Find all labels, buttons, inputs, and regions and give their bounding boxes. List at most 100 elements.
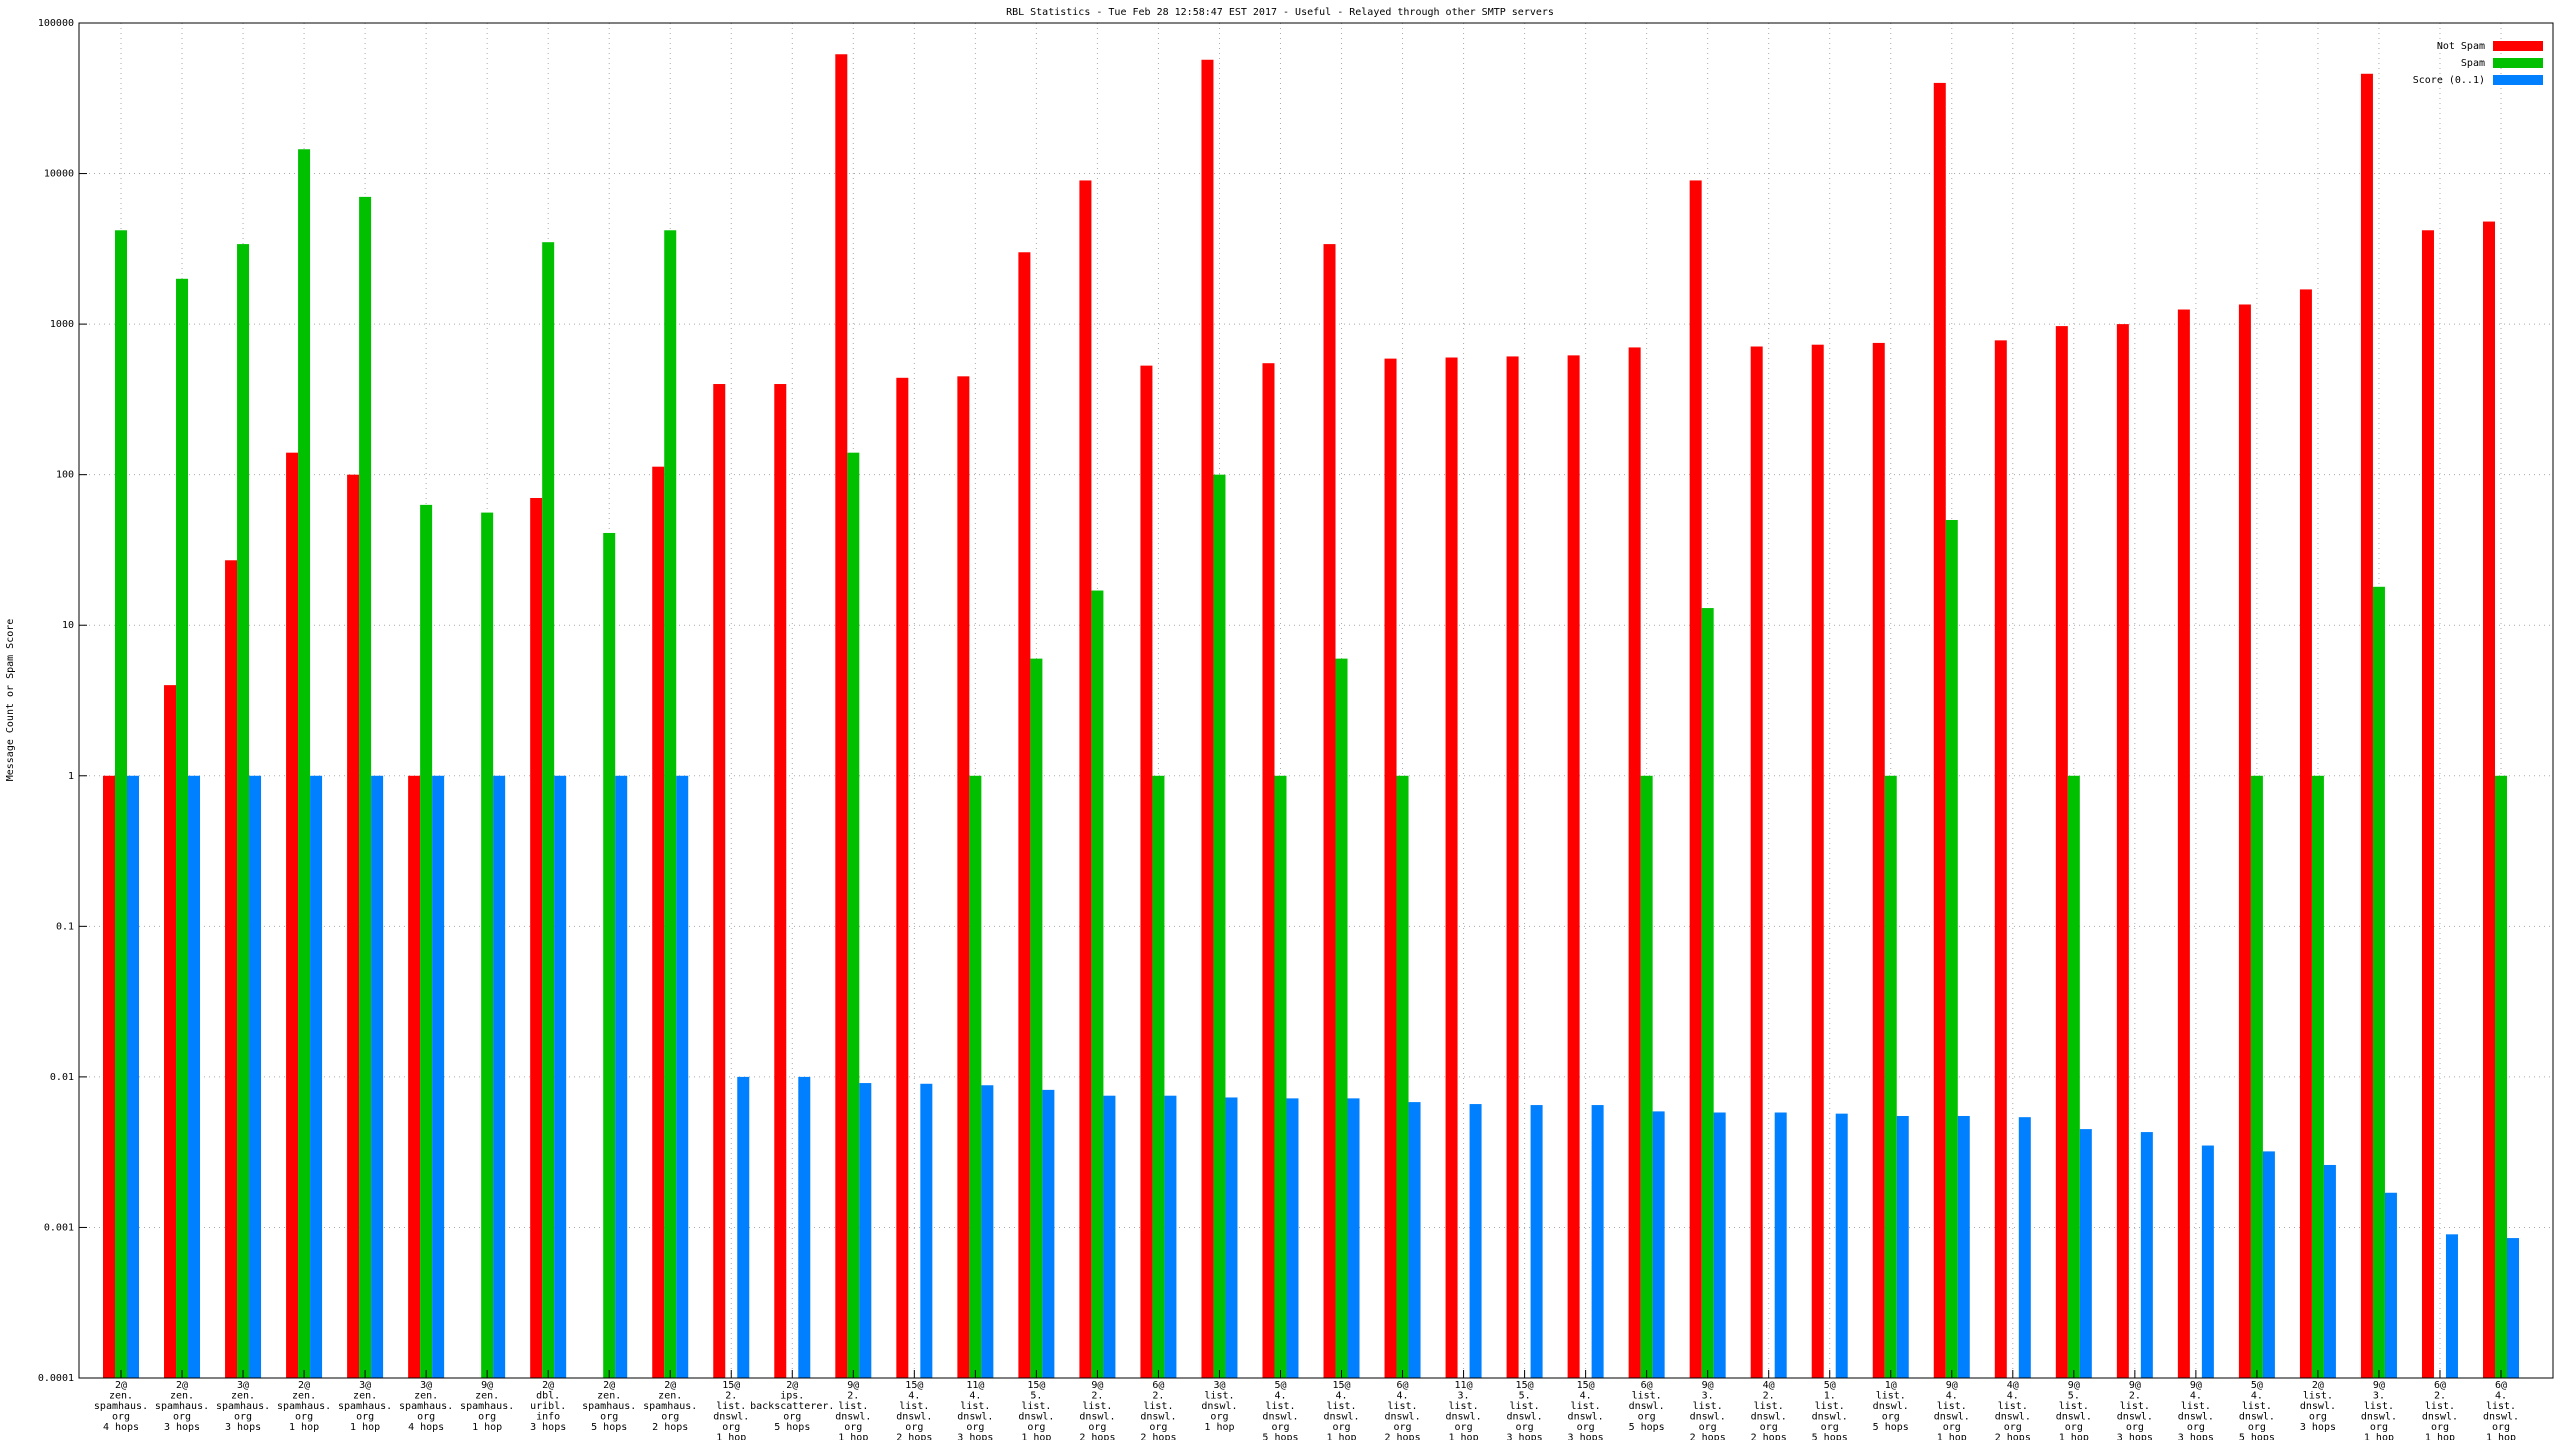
bar — [664, 230, 677, 1378]
y-tick-label: 100000 — [38, 18, 74, 29]
x-tick-label-line: 1 hop — [2425, 1433, 2455, 1441]
bar — [432, 775, 445, 1378]
x-tick-label: 9@ zen. spamhaus. org 1 hop — [460, 1380, 514, 1433]
x-tick-label-line: 9@ — [2068, 1380, 2080, 1391]
x-tick-label-line: 4. — [2190, 1391, 2202, 1402]
bar — [798, 1076, 811, 1378]
y-tick-label: 0.1 — [56, 921, 74, 932]
x-tick-label-line: org — [356, 1412, 374, 1423]
bar — [676, 775, 689, 1378]
y-tick-label: 0.001 — [44, 1222, 74, 1233]
bar — [2483, 221, 2495, 1378]
bar — [2055, 326, 2068, 1379]
bar — [371, 775, 384, 1378]
x-tick-label-line: 9@ — [2373, 1380, 2385, 1391]
x-tick-label-line: info — [536, 1412, 560, 1423]
x-tick-label: 2@ dbl. uribl. info 3 hops — [530, 1380, 566, 1433]
x-tick-label: 6@ 2. list. dnswl. org 1 hop — [2422, 1380, 2458, 1440]
x-tick-label-line: 3 hops — [2178, 1433, 2214, 1441]
x-tick-label-line: 2. — [725, 1391, 737, 1402]
bar — [1323, 244, 1336, 1379]
bar — [2177, 309, 2190, 1379]
bar — [1079, 180, 1092, 1379]
x-tick-label-line: org — [1577, 1422, 1595, 1433]
x-tick-label-line: list. — [838, 1401, 868, 1412]
bar — [115, 230, 127, 1378]
bar — [188, 775, 201, 1378]
bar — [1835, 1113, 1848, 1378]
x-tick-label-line: dnswl. — [1812, 1412, 1848, 1423]
bar — [249, 775, 262, 1378]
x-tick-label-line: 2 hops — [1995, 1433, 2031, 1441]
bar — [1225, 1097, 1238, 1378]
bar — [1042, 1089, 1055, 1378]
x-tick-label-line: org — [1760, 1422, 1778, 1433]
bar — [1347, 1098, 1360, 1378]
x-tick-label-line: 1 hop — [472, 1422, 502, 1433]
x-tick-label-line: dnswl. — [957, 1412, 993, 1423]
bar — [1164, 1095, 1177, 1378]
x-tick-label-line: 3. — [1702, 1391, 1714, 1402]
bar — [1152, 775, 1165, 1378]
x-tick-label-line: org — [1455, 1422, 1473, 1433]
bar — [1506, 356, 1519, 1378]
x-tick-label-line: 1 hop — [716, 1433, 746, 1441]
x-tick-label-line: org — [2004, 1422, 2022, 1433]
x-tick-label-line: list. — [1021, 1401, 1051, 1412]
x-tick-label-line: dbl. — [536, 1391, 560, 1402]
x-tick-label-line: list. — [1571, 1401, 1601, 1412]
x-tick-label-line: 5@ — [1824, 1380, 1836, 1391]
x-tick-label-line: 5. — [1030, 1391, 1042, 1402]
x-tick-label-line: org — [1332, 1422, 1350, 1433]
bar — [2079, 1129, 2092, 1378]
x-tick-label-line: 4@ — [2007, 1380, 2019, 1391]
x-tick-label-line: 2 hops — [896, 1433, 932, 1441]
bar — [1689, 180, 1702, 1379]
x-tick-label-line: 2. — [1152, 1391, 1164, 1402]
x-tick-label: 1@ list. dnswl. org 5 hops — [1873, 1380, 1909, 1433]
x-tick-label-line: org — [478, 1412, 496, 1423]
x-tick-label-line: 15@ — [1332, 1380, 1350, 1391]
x-tick-label-line: list. — [1082, 1401, 1112, 1412]
y-tick-label: 1 — [68, 771, 74, 782]
x-tick-label-line: 4. — [969, 1391, 981, 1402]
x-tick-label-line: backscatterer. — [750, 1401, 834, 1412]
x-tick-label-line: list. — [2425, 1401, 2455, 1412]
x-tick-label-line: 3@ — [420, 1380, 432, 1391]
x-tick-label-line: 2. — [2129, 1391, 2141, 1402]
x-tick-label-line: 2. — [1763, 1391, 1775, 1402]
legend-label: Spam — [2461, 58, 2485, 69]
bar — [2067, 775, 2080, 1378]
x-tick-label-line: 2 hops — [1690, 1433, 1726, 1441]
x-tick-label: 15@ 4. list. dnswl. org 3 hops — [1568, 1380, 1604, 1440]
bar — [1884, 775, 1897, 1378]
x-tick-label-line: zen. — [109, 1391, 133, 1402]
x-tick-label-line: org — [783, 1412, 801, 1423]
x-tick-label-line: 3 hops — [2300, 1422, 2336, 1433]
x-tick-label-line: 4 hops — [103, 1422, 139, 1433]
x-tick-label: 5@ 4. list. dnswl. org 5 hops — [2239, 1380, 2275, 1440]
x-tick-label-line: 1 hop — [2486, 1433, 2516, 1441]
legend-label: Score (0..1) — [2413, 75, 2485, 86]
bar — [1933, 82, 1946, 1378]
bar — [1811, 344, 1824, 1378]
x-tick-label-line: spamhaus. — [643, 1401, 697, 1412]
x-tick-label-line: 1 hop — [350, 1422, 380, 1433]
bar — [2250, 775, 2263, 1378]
x-tick-label-line: 6@ — [1152, 1380, 1164, 1391]
bar — [2238, 304, 2251, 1378]
x-tick-label-line: 1 hop — [1937, 1433, 1967, 1441]
x-tick-label-line: org — [661, 1412, 679, 1423]
x-tick-label-line: spamhaus. — [460, 1401, 514, 1412]
y-tick-label: 100 — [56, 470, 74, 481]
x-tick-label-line: 5. — [1519, 1391, 1531, 1402]
bar — [298, 149, 311, 1378]
bar — [1701, 608, 1714, 1378]
x-tick-label-line: 9@ — [1946, 1380, 1958, 1391]
x-tick-label-line: org — [1516, 1422, 1534, 1433]
x-tick-label-line: 4. — [2251, 1391, 2263, 1402]
x-tick-label: 2@ zen. spamhaus. org 5 hops — [582, 1380, 636, 1433]
x-tick-label-line: org — [2309, 1412, 2327, 1423]
bar — [957, 376, 970, 1378]
bar — [2116, 324, 2129, 1379]
